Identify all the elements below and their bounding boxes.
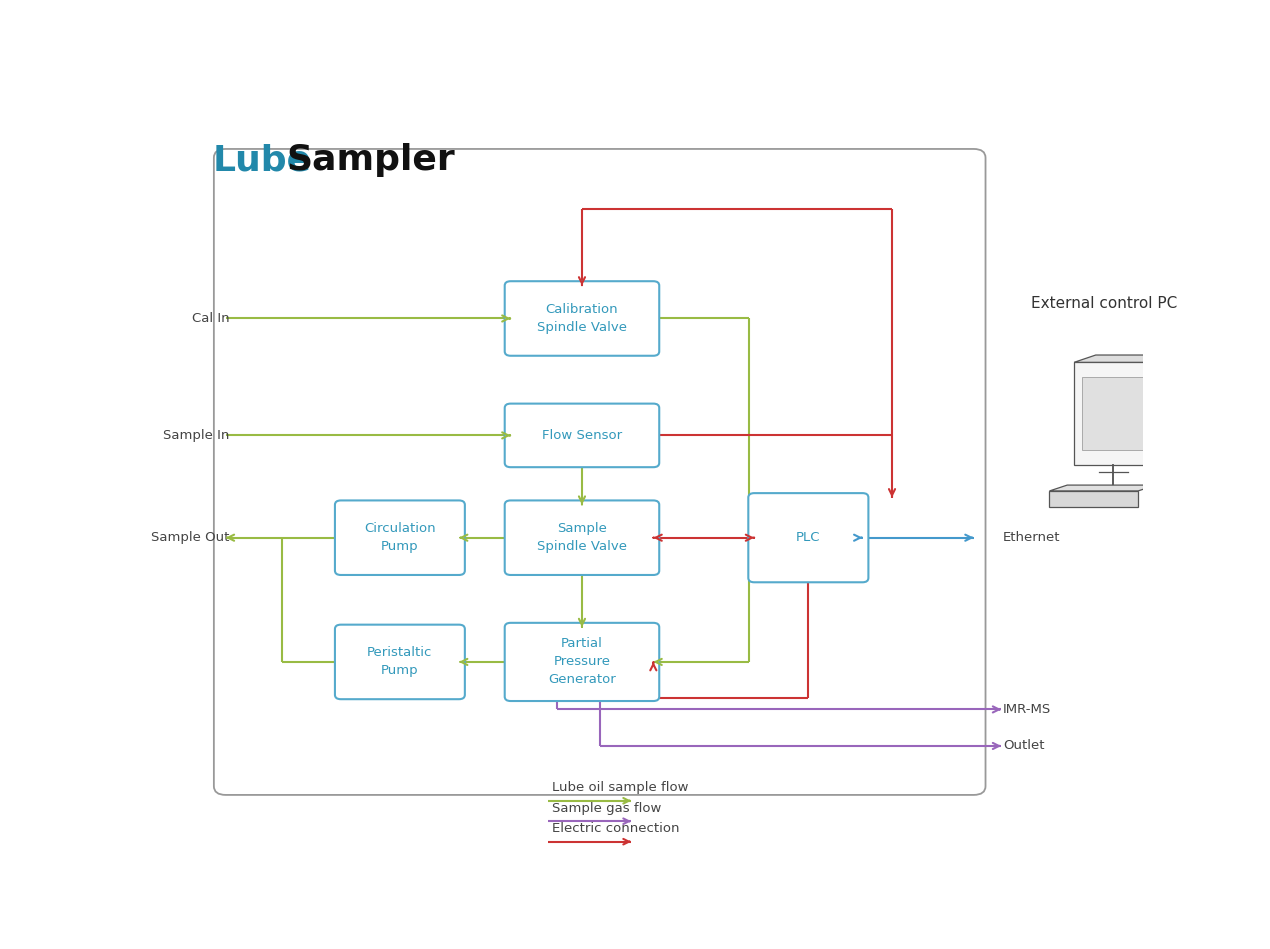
Text: Flow Sensor: Flow Sensor	[542, 429, 622, 442]
Polygon shape	[1074, 355, 1175, 363]
Text: Cal In: Cal In	[192, 312, 230, 325]
Polygon shape	[1049, 485, 1156, 491]
Text: Ethernet: Ethernet	[1003, 531, 1060, 544]
Text: IMR-MS: IMR-MS	[1003, 703, 1052, 716]
Text: Sample In: Sample In	[164, 429, 230, 442]
FancyBboxPatch shape	[504, 403, 659, 467]
Text: External control PC: External control PC	[1030, 296, 1177, 311]
FancyBboxPatch shape	[335, 624, 465, 699]
Text: Calibration
Spindle Valve: Calibration Spindle Valve	[537, 303, 627, 334]
Text: Peristaltic
Pump: Peristaltic Pump	[367, 646, 433, 678]
Polygon shape	[1153, 355, 1175, 465]
Ellipse shape	[1167, 477, 1185, 499]
Text: Circulation
Pump: Circulation Pump	[364, 522, 436, 553]
FancyBboxPatch shape	[748, 493, 869, 583]
Text: Partial
Pressure
Generator: Partial Pressure Generator	[549, 638, 616, 686]
Text: Sample gas flow: Sample gas flow	[552, 802, 662, 814]
Text: Sampler: Sampler	[287, 143, 456, 177]
Text: Sample Out: Sample Out	[151, 531, 230, 544]
Polygon shape	[1074, 363, 1153, 465]
Text: Outlet: Outlet	[1003, 739, 1045, 753]
Text: Lube oil sample flow: Lube oil sample flow	[552, 781, 688, 794]
Text: Lube: Lube	[213, 143, 312, 177]
FancyBboxPatch shape	[335, 500, 465, 575]
FancyBboxPatch shape	[504, 500, 659, 575]
Text: Sample
Spindle Valve: Sample Spindle Valve	[537, 522, 627, 553]
FancyBboxPatch shape	[504, 281, 659, 356]
FancyBboxPatch shape	[504, 623, 659, 701]
Text: PLC: PLC	[796, 531, 820, 544]
Polygon shape	[1082, 377, 1146, 450]
Polygon shape	[1049, 491, 1138, 507]
Text: Electric connection: Electric connection	[552, 822, 679, 835]
